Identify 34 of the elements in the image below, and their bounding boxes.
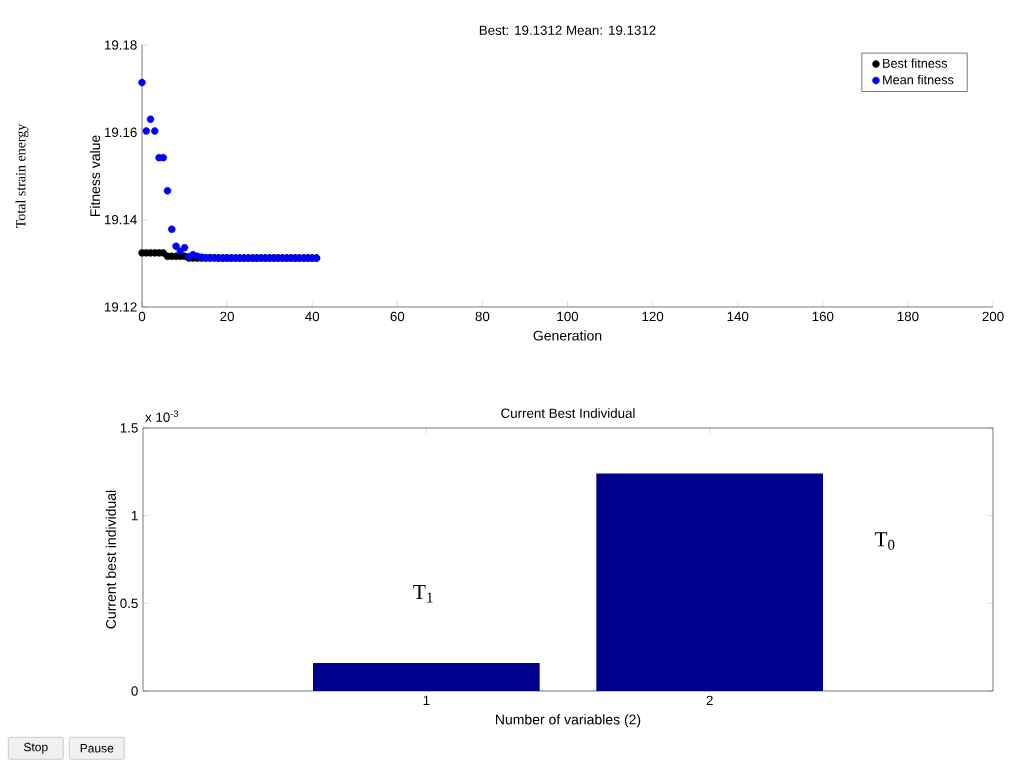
text: Pause — [80, 744, 114, 753]
text: x 10$^{-3}$ — [145, 410, 179, 422]
chart-title: Current Best Individual — [501, 408, 635, 418]
y-tick-label: 19.12 — [104, 302, 137, 312]
x-tick-label: 160 — [812, 311, 834, 322]
annotation: T$_{0}$ — [874, 532, 895, 550]
legend-label: Best fitness — [883, 58, 948, 68]
y-axis-title: Current best individual — [105, 490, 116, 629]
x-tick-label: 2 — [706, 695, 713, 706]
x-axis-title: Number of variables (2) — [496, 714, 641, 728]
x-tick-label: 100 — [557, 311, 579, 322]
x-axis-title: Generation — [533, 330, 602, 341]
text: Total strain energy — [15, 123, 29, 228]
x-tick-label: 20 — [220, 311, 234, 322]
y-tick-label: 19.18 — [104, 40, 137, 50]
y-tick-label: 1 — [131, 511, 138, 521]
x-tick-label: 200 — [982, 311, 1004, 322]
text: Stop — [23, 742, 48, 754]
legend-label: Mean fitness — [883, 74, 954, 85]
y-tick-label: 0.5 — [120, 598, 138, 609]
x-tick-label: 180 — [897, 311, 919, 322]
y-axis-title: Fitness value — [89, 135, 101, 217]
y-tick-label: 19.16 — [104, 127, 137, 138]
x-tick-label: 80 — [475, 311, 490, 322]
x-tick-label: 120 — [642, 311, 664, 322]
y-tick-label: 19.14 — [104, 214, 137, 225]
x-tick-label: 60 — [390, 311, 405, 322]
x-tick-label: 40 — [305, 311, 320, 322]
annotation: T$_{1}$ — [413, 584, 433, 603]
y-tick-label: 1.5 — [120, 423, 138, 433]
chart-title: Best: 19.1312 Mean: 19.1312 — [479, 25, 656, 35]
x-tick-label: 140 — [727, 311, 749, 322]
x-tick-label: 0 — [138, 311, 146, 322]
y-tick-label: 0 — [131, 686, 138, 696]
